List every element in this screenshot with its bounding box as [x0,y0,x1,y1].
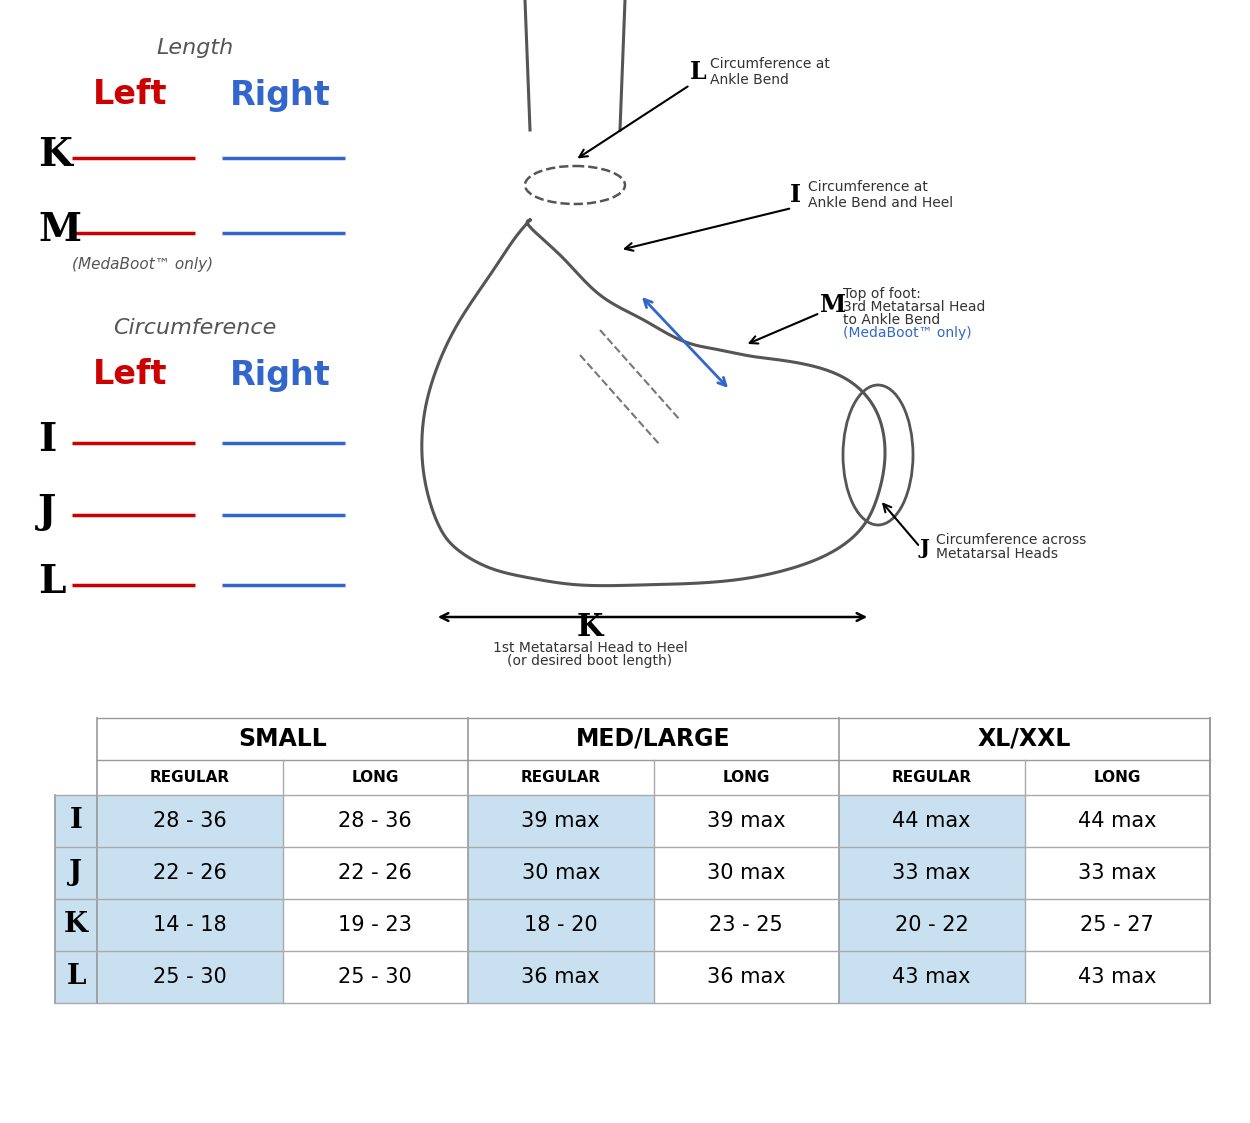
Bar [839,847,1025,900]
Bar [98,900,282,951]
Text: M: M [38,211,81,249]
Text: 28 - 36: 28 - 36 [152,811,226,831]
Bar [98,795,282,847]
Text: 22 - 26: 22 - 26 [339,862,412,883]
Text: Left: Left [92,79,168,111]
Text: J: J [70,859,82,886]
Text: (or desired boot length): (or desired boot length) [508,654,672,668]
Text: 19 - 23: 19 - 23 [339,915,412,935]
Text: 30 max: 30 max [521,862,600,883]
Text: Circumference across: Circumference across [936,533,1086,547]
Text: 43 max: 43 max [1078,967,1156,987]
Text: Right: Right [230,358,330,392]
Bar [55,795,98,847]
Text: 44 max: 44 max [1078,811,1156,831]
Text: L: L [690,60,706,84]
Text: REGULAR: REGULAR [521,770,601,785]
Text: 30 max: 30 max [707,862,785,883]
Text: to Ankle Bend: to Ankle Bend [842,313,940,327]
Text: 28 - 36: 28 - 36 [339,811,412,831]
Text: Top of foot:: Top of foot: [842,287,921,301]
Text: 39 max: 39 max [707,811,785,831]
Text: Right: Right [230,79,330,111]
Bar [468,951,654,1003]
Text: 33 max: 33 max [1078,862,1156,883]
Text: Ankle Bend: Ankle Bend [710,73,789,86]
Text: Circumference at: Circumference at [710,57,830,71]
Text: 1st Metatarsal Head to Heel: 1st Metatarsal Head to Heel [492,641,688,655]
Text: 3rd Metatarsal Head: 3rd Metatarsal Head [842,300,985,314]
Text: REGULAR: REGULAR [891,770,971,785]
Text: MED/LARGE: MED/LARGE [576,727,731,751]
Text: 25 - 27: 25 - 27 [1080,915,1154,935]
Text: 18 - 20: 18 - 20 [524,915,598,935]
Text: XL/XXL: XL/XXL [978,727,1071,751]
Bar [468,900,654,951]
Bar [839,795,1025,847]
Text: M: M [820,293,846,317]
Text: 25 - 30: 25 - 30 [339,967,412,987]
Text: LONG: LONG [1094,770,1141,785]
Text: 22 - 26: 22 - 26 [152,862,226,883]
Text: 43 max: 43 max [892,967,971,987]
Text: LONG: LONG [722,770,770,785]
Text: REGULAR: REGULAR [150,770,230,785]
Bar [55,847,98,900]
Text: J: J [920,538,930,558]
Text: L: L [66,964,86,990]
Text: Left: Left [92,358,168,392]
Bar [55,900,98,951]
Text: LONG: LONG [351,770,399,785]
Text: (MedaBoot™ only): (MedaBoot™ only) [842,326,971,340]
Bar [55,951,98,1003]
Text: 36 max: 36 max [707,967,785,987]
Text: K: K [38,136,72,174]
Text: J: J [38,493,56,531]
Text: 20 - 22: 20 - 22 [895,915,969,935]
Text: K: K [576,612,604,643]
Text: 36 max: 36 max [521,967,600,987]
Text: 39 max: 39 max [521,811,600,831]
Text: 44 max: 44 max [892,811,971,831]
Text: L: L [38,563,65,601]
Text: Circumference: Circumference [114,318,276,338]
Text: K: K [64,912,88,939]
Text: 25 - 30: 25 - 30 [152,967,226,987]
Text: Circumference at: Circumference at [808,180,928,194]
Bar [98,847,282,900]
Text: 23 - 25: 23 - 25 [710,915,782,935]
Text: Metatarsal Heads: Metatarsal Heads [936,547,1058,562]
Text: I: I [790,183,801,207]
Bar [468,847,654,900]
Text: (MedaBoot™ only): (MedaBoot™ only) [72,257,213,273]
Text: SMALL: SMALL [238,727,328,751]
Text: I: I [38,421,56,459]
Text: 14 - 18: 14 - 18 [152,915,226,935]
Bar [468,795,654,847]
Bar [98,951,282,1003]
Text: Length: Length [156,38,234,58]
Text: Ankle Bend and Heel: Ankle Bend and Heel [808,197,954,210]
Bar [839,900,1025,951]
Text: I: I [70,807,82,834]
Text: 33 max: 33 max [892,862,971,883]
Bar [839,951,1025,1003]
